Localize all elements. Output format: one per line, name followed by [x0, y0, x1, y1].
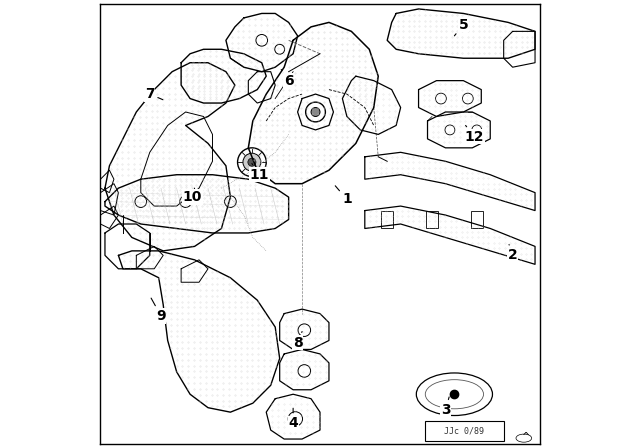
Text: 9: 9	[151, 298, 166, 323]
Circle shape	[135, 196, 147, 207]
Text: 4: 4	[288, 408, 298, 431]
Circle shape	[225, 196, 236, 207]
Bar	[381, 211, 393, 228]
Text: 8: 8	[292, 332, 303, 350]
Circle shape	[311, 108, 320, 116]
Circle shape	[436, 93, 446, 104]
Text: 11: 11	[250, 164, 269, 182]
Circle shape	[237, 148, 266, 177]
Circle shape	[288, 412, 303, 426]
Circle shape	[306, 102, 325, 122]
Circle shape	[463, 93, 473, 104]
Circle shape	[180, 196, 191, 207]
Text: 1: 1	[335, 186, 352, 207]
Text: JJc 0/89: JJc 0/89	[444, 427, 484, 436]
Text: 6: 6	[281, 69, 294, 88]
Circle shape	[275, 44, 285, 54]
Circle shape	[445, 125, 455, 135]
Circle shape	[298, 365, 310, 377]
Circle shape	[248, 158, 256, 166]
Text: 3: 3	[440, 397, 451, 417]
Circle shape	[256, 34, 268, 46]
Bar	[471, 211, 483, 228]
Text: ^: ^	[522, 432, 530, 442]
Circle shape	[472, 125, 482, 135]
Text: 2: 2	[508, 245, 518, 263]
Text: 5: 5	[454, 17, 468, 36]
Text: 7: 7	[145, 87, 163, 101]
Circle shape	[298, 324, 310, 336]
FancyBboxPatch shape	[425, 421, 504, 441]
Text: 10: 10	[182, 188, 202, 204]
Circle shape	[243, 153, 261, 171]
Text: 12: 12	[465, 125, 484, 144]
Bar	[426, 211, 438, 228]
